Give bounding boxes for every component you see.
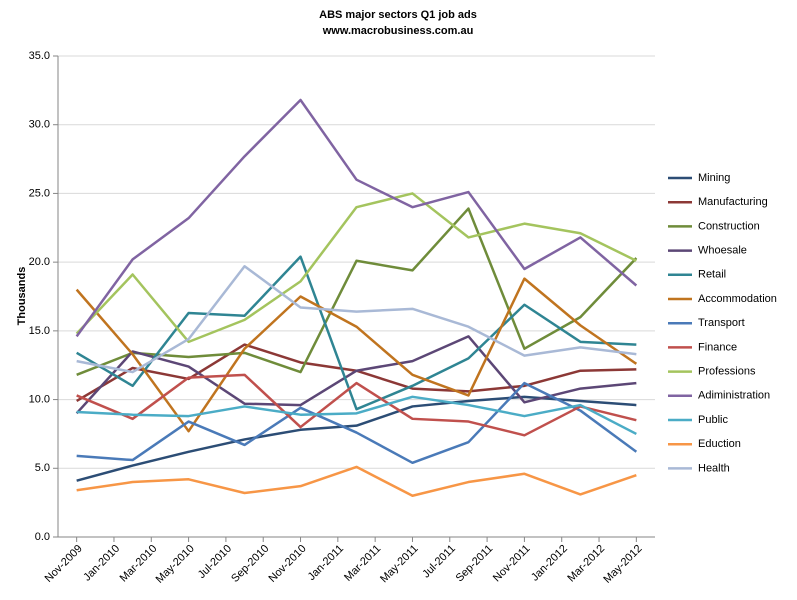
y-tick-label: 25.0 xyxy=(29,187,50,199)
series-line xyxy=(76,265,637,374)
legend-label: Public xyxy=(698,414,728,426)
legend-label: Mining xyxy=(698,172,730,184)
x-tick-label: Sep-2011 xyxy=(454,543,496,585)
x-tick-label: Jul-2010 xyxy=(196,543,234,581)
legend-label: Construction xyxy=(698,220,760,232)
legend-label: Adiministration xyxy=(698,390,770,402)
x-tick-label: Mar-2011 xyxy=(342,543,383,584)
series-line xyxy=(76,207,638,376)
x-tick-label: Nov-2011 xyxy=(491,543,533,585)
y-tick-label: 10.0 xyxy=(29,393,50,405)
x-tick-label: May-2010 xyxy=(154,543,197,586)
y-tick-label: 5.0 xyxy=(35,462,50,474)
legend-label: Accommodation xyxy=(698,293,777,305)
legend-label: Transport xyxy=(698,317,745,329)
x-tick-label: May-2011 xyxy=(378,543,421,586)
legend-label: Eduction xyxy=(698,438,741,450)
y-tick-label: 0.0 xyxy=(35,531,50,543)
y-tick-label: 30.0 xyxy=(29,119,50,131)
series-line xyxy=(76,373,637,437)
y-tick-label: 20.0 xyxy=(29,256,50,268)
series-line xyxy=(75,335,637,415)
chart-title: ABS major sectors Q1 job ads xyxy=(319,9,477,21)
y-axis-title: Thousands xyxy=(16,267,28,326)
x-tick-label: Sep-2010 xyxy=(229,543,271,585)
x-tick-label: Mar-2010 xyxy=(118,543,160,585)
legend-label: Whoesale xyxy=(698,245,747,257)
chart-subtitle: www.macrobusiness.com.au xyxy=(322,25,474,37)
legend-label: Manufacturing xyxy=(698,196,768,208)
series-line xyxy=(75,192,637,344)
x-tick-label: Jan-2012 xyxy=(529,543,570,584)
legend-label: Health xyxy=(698,462,730,474)
legend-label: Finance xyxy=(698,341,737,353)
x-tick-label: Jan-2011 xyxy=(306,543,346,583)
y-tick-label: 35.0 xyxy=(29,50,50,62)
series-line xyxy=(76,395,637,436)
y-tick-label: 15.0 xyxy=(29,325,50,337)
x-tick-label: Nov-2010 xyxy=(266,543,308,585)
x-tick-label: Jul-2011 xyxy=(420,543,458,581)
x-tick-label: Mar-2012 xyxy=(565,543,607,585)
series-line xyxy=(76,255,637,411)
series-line xyxy=(76,465,637,498)
x-tick-label: May-2012 xyxy=(601,543,644,586)
series-line xyxy=(75,98,638,338)
legend-label: Professions xyxy=(698,366,756,378)
legend-label: Retail xyxy=(698,269,726,281)
series-line xyxy=(76,381,638,465)
x-tick-label: Jan-2010 xyxy=(81,543,122,584)
x-tick-label: Nov-2009 xyxy=(43,543,85,585)
series-line xyxy=(75,277,638,433)
